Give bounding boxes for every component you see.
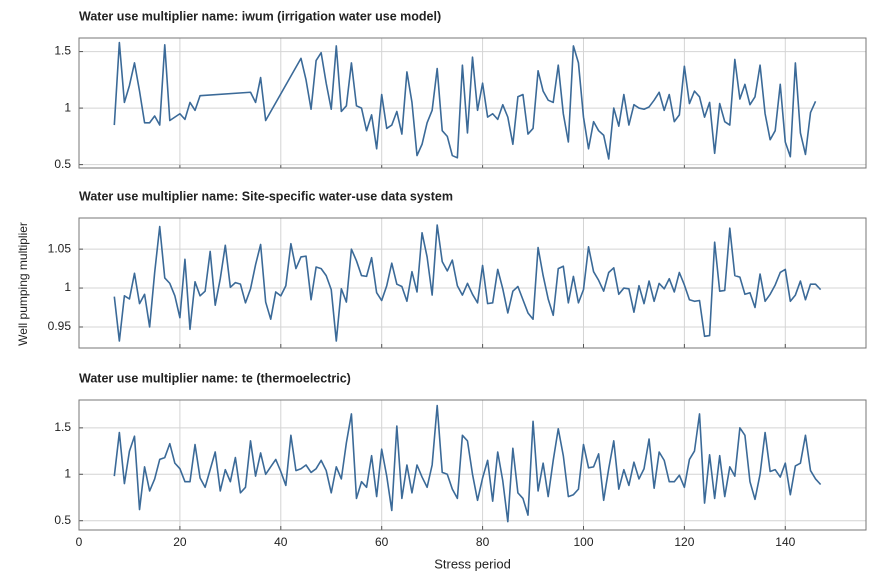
y-tick-label: 1 <box>64 280 71 294</box>
panel-title: Water use multiplier name: iwum (irrigat… <box>79 9 441 23</box>
y-tick-label: 1.05 <box>48 241 72 255</box>
panel-title: Water use multiplier name: Site-specific… <box>79 189 453 203</box>
y-axis-label: Well pumping multiplier <box>16 222 30 346</box>
y-tick-label: 0.5 <box>54 157 71 171</box>
panel-title: Water use multiplier name: te (thermoele… <box>79 371 351 385</box>
x-tick-label: 40 <box>274 535 288 549</box>
y-tick-label: 1 <box>64 466 71 480</box>
plot-frame <box>78 399 867 531</box>
x-tick-label: 140 <box>775 535 795 549</box>
y-tick-label: 0.95 <box>48 319 72 333</box>
y-tick-label: 1.5 <box>54 420 71 434</box>
y-tick-label: 1.5 <box>54 44 71 58</box>
y-tick-label: 0.5 <box>54 513 71 527</box>
x-tick-label: 100 <box>573 535 593 549</box>
plot-frame <box>78 37 867 169</box>
x-tick-label: 20 <box>173 535 187 549</box>
data-line <box>113 41 817 160</box>
x-tick-label: 120 <box>674 535 694 549</box>
x-tick-label: 0 <box>76 535 83 549</box>
y-tick-label: 1 <box>64 100 71 114</box>
data-line <box>113 404 822 523</box>
x-axis-label: Stress period <box>434 556 511 571</box>
x-tick-label: 60 <box>375 535 389 549</box>
x-tick-label: 80 <box>476 535 490 549</box>
plot-frame <box>78 217 867 349</box>
data-line <box>113 224 822 342</box>
